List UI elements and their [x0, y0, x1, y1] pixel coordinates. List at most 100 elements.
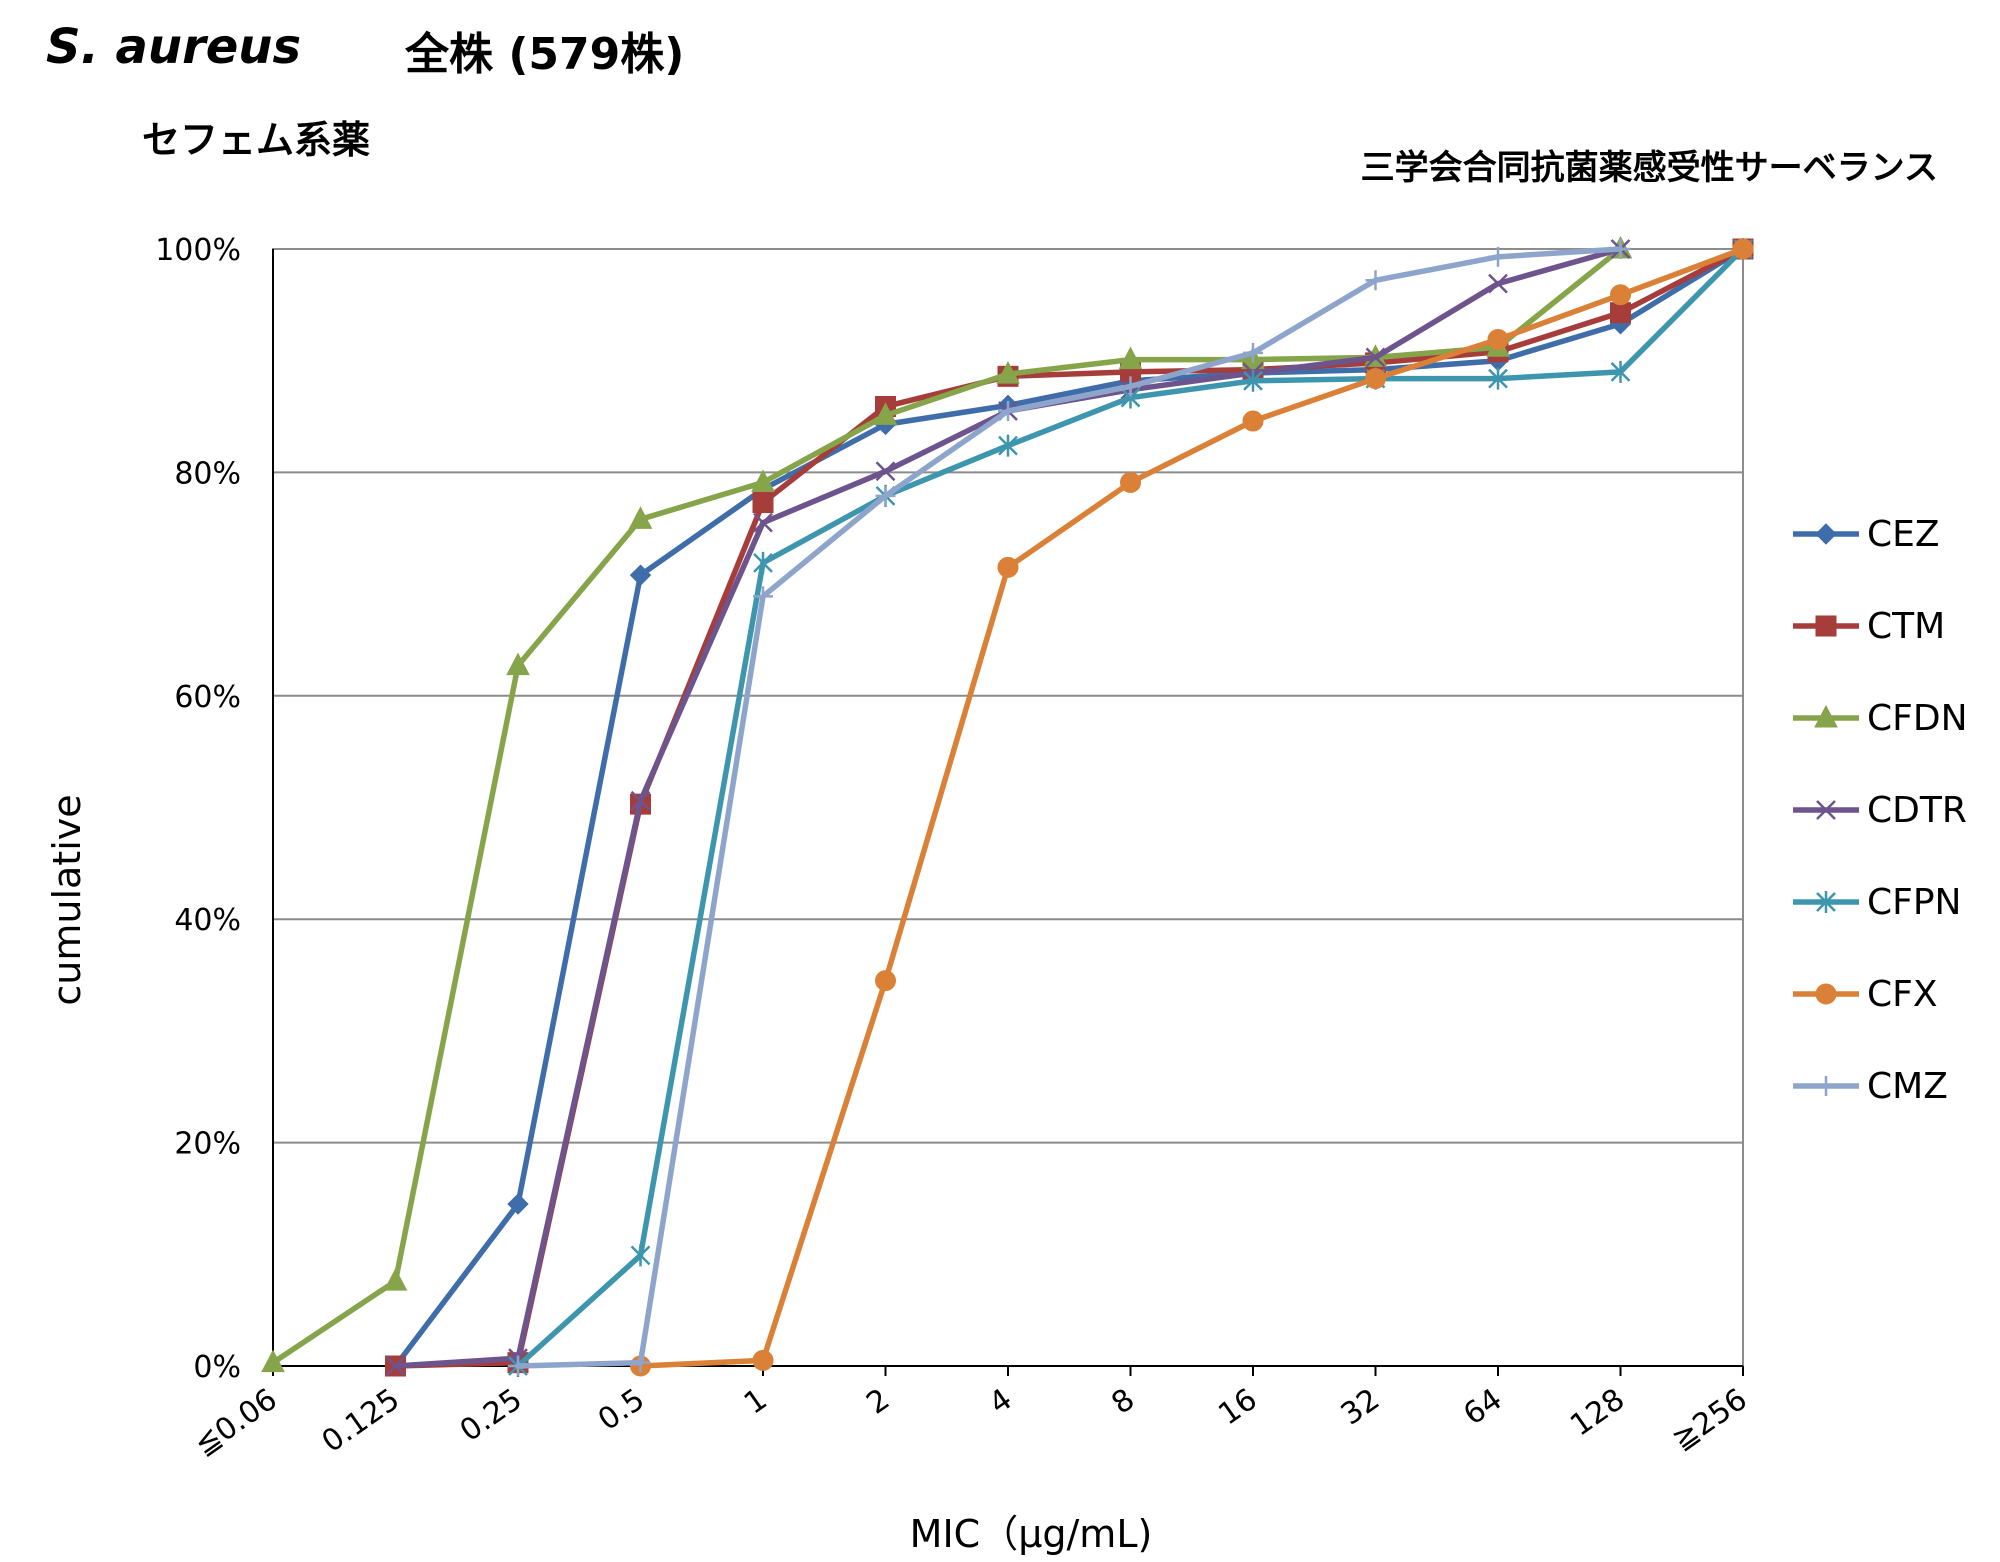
- x-tick-label: 0.25: [454, 1382, 529, 1449]
- x-tick-label: 0.5: [592, 1382, 651, 1438]
- data-point-cfpn: [1488, 367, 1508, 390]
- data-point-cfdn: [628, 506, 653, 529]
- x-tick-label: 16: [1212, 1382, 1263, 1433]
- legend-label-ctm: CTM: [1867, 606, 1945, 647]
- x-axis-label: MIC（μg/mL): [910, 1512, 1153, 1556]
- data-point-cfdn: [996, 361, 1020, 384]
- chart-title-organism: S. aureus: [46, 19, 301, 75]
- data-point-ctm: [752, 492, 774, 514]
- data-point-cfx: [1365, 368, 1386, 390]
- data-point-cdtr: [385, 1356, 406, 1376]
- data-point-cez: [629, 564, 652, 586]
- data-point-cmz: [753, 586, 773, 607]
- x-tick-label: 4: [983, 1382, 1019, 1422]
- data-point-cfdn: [261, 1349, 285, 1373]
- x-tick-label: 128: [1564, 1382, 1631, 1444]
- legend-marker-cmz: [1816, 1076, 1836, 1096]
- data-point-cmz: [1243, 342, 1263, 363]
- y-tick-label: 60%: [174, 680, 241, 715]
- data-point-cfx: [1242, 410, 1264, 432]
- legend-label-cez: CEZ: [1867, 514, 1940, 555]
- data-point-cdtr: [630, 790, 651, 811]
- series-line-cfx: [637, 246, 1746, 1369]
- x-tick-label: 8: [1105, 1382, 1141, 1422]
- legend-item-cez: CEZ: [1793, 514, 1940, 555]
- legend-marker-ctm: [1815, 615, 1837, 637]
- data-point-cdtr: [753, 512, 773, 533]
- legend-marker-cfx: [1815, 983, 1837, 1005]
- chart-subtitle: セフェム系薬: [142, 118, 370, 162]
- legend-marker-cfpn: [1816, 891, 1836, 913]
- x-tick-label: 0.125: [316, 1382, 406, 1460]
- data-point-cdtr: [875, 461, 896, 482]
- series-cmz: [508, 239, 1631, 1376]
- series-line-cfdn: [270, 246, 1624, 1366]
- x-tick-label: ≦0.06: [188, 1382, 283, 1463]
- data-point-cmz: [1365, 270, 1386, 291]
- data-point-cfdn: [873, 402, 898, 425]
- y-tick-label: 20%: [174, 1127, 241, 1162]
- data-point-cmz: [1610, 239, 1631, 259]
- data-point-cfpn: [1243, 369, 1263, 392]
- data-point-cfx: [1732, 238, 1754, 260]
- data-point-cfpn: [1610, 360, 1631, 383]
- legend-marker-cdtr: [1816, 800, 1836, 820]
- data-point-cfx: [752, 1349, 774, 1371]
- y-tick-label: 0%: [193, 1350, 241, 1385]
- data-point-cfx: [875, 970, 896, 992]
- data-point-cfx: [997, 556, 1019, 578]
- legend-item-cfx: CFX: [1793, 974, 1938, 1015]
- data-point-cfdn: [383, 1268, 408, 1291]
- legend-label-cfdn: CFDN: [1867, 698, 1968, 739]
- series-line-cfpn: [515, 246, 1746, 1369]
- x-tick-label: 64: [1457, 1382, 1508, 1433]
- data-point-cmz: [1488, 246, 1508, 267]
- data-point-cfdn: [1118, 346, 1143, 370]
- data-point-cez: [507, 1193, 529, 1215]
- legend-item-cmz: CMZ: [1793, 1066, 1948, 1107]
- legend-item-cfdn: CFDN: [1793, 698, 1968, 739]
- series-cfdn: [261, 235, 1633, 1373]
- data-point-cfdn: [751, 469, 775, 492]
- series-cfx: [630, 238, 1754, 1377]
- x-tick-label: 2: [860, 1382, 896, 1422]
- data-point-cfpn: [630, 1244, 651, 1267]
- legend-marker-cez: [1815, 523, 1837, 545]
- series-ctm: [385, 238, 1754, 1377]
- data-point-cmz: [875, 485, 896, 506]
- data-point-cmz: [508, 1356, 528, 1376]
- chart-source: 三学会合同抗菌薬感受性サーベランス: [1361, 148, 1938, 188]
- series-cez: [384, 238, 1754, 1377]
- data-point-cdtr: [1365, 347, 1386, 368]
- data-point-cfpn: [753, 551, 773, 574]
- legend-label-cdtr: CDTR: [1867, 790, 1967, 831]
- y-tick-label: 100%: [155, 233, 241, 268]
- data-point-cmz: [630, 1352, 651, 1373]
- series-line-cmz: [515, 246, 1624, 1369]
- series-cfpn: [508, 238, 1753, 1377]
- series-line-cez: [392, 246, 1746, 1369]
- legend-item-ctm: CTM: [1793, 606, 1945, 647]
- y-tick-label: 80%: [174, 456, 241, 491]
- data-point-cfpn: [998, 434, 1018, 457]
- data-point-cdtr: [1488, 273, 1508, 294]
- legend-marker-cfdn: [1814, 704, 1838, 728]
- data-point-cmz: [998, 400, 1018, 421]
- data-point-cfx: [1610, 284, 1631, 306]
- chart-title-strains: 全株 (579株): [404, 29, 684, 80]
- legend-label-cmz: CMZ: [1867, 1066, 1948, 1107]
- plot-area: 0% 20% 40% 60% 80% 100% ≦0.06 0.125 0.25 0.5 1 2 4 8 1…: [155, 233, 1967, 1463]
- x-tick-label: 1: [738, 1382, 774, 1422]
- x-tick-label: ≧256: [1666, 1382, 1754, 1458]
- legend-item-cdtr: CDTR: [1793, 790, 1967, 831]
- x-tick-label: 32: [1335, 1382, 1386, 1433]
- data-point-ctm: [1610, 302, 1631, 324]
- legend-label-cfpn: CFPN: [1867, 882, 1961, 923]
- y-tick-label: 40%: [174, 903, 241, 938]
- data-point-cfx: [1120, 471, 1141, 493]
- legend-item-cfpn: CFPN: [1793, 882, 1961, 923]
- data-point-cfx: [1487, 328, 1509, 350]
- y-axis-label: cumulative: [45, 794, 89, 1005]
